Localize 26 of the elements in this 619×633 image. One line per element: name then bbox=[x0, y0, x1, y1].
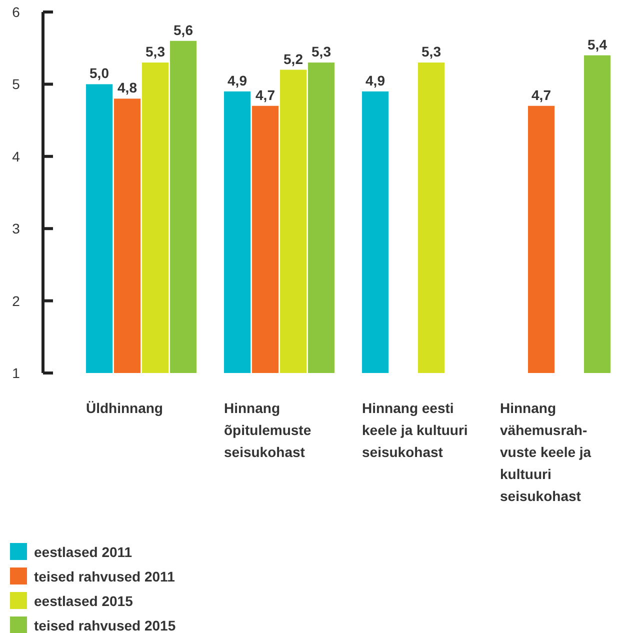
data-label: 4,8 bbox=[118, 80, 138, 96]
data-label: 4,7 bbox=[256, 86, 276, 103]
x-tick-label: Hinnang õpitulemuste seisukohast bbox=[224, 400, 312, 460]
data-label: 4,9 bbox=[228, 72, 248, 88]
data-label: 5,3 bbox=[146, 44, 166, 60]
y-tick-label: 4 bbox=[12, 148, 20, 164]
y-tick-label: 2 bbox=[12, 292, 20, 309]
y-tick-label: 5 bbox=[12, 76, 20, 92]
data-label: 5,3 bbox=[422, 44, 442, 60]
data-label: 5,3 bbox=[312, 44, 332, 60]
data-label: 4,7 bbox=[532, 86, 552, 103]
data-label: 5,2 bbox=[284, 50, 304, 67]
y-tick-label: 6 bbox=[12, 4, 20, 20]
x-tick-label: Üldhinnang bbox=[86, 400, 163, 416]
legend-label: eestlased 2015 bbox=[34, 593, 134, 609]
data-label: 5,0 bbox=[90, 65, 110, 82]
y-tick-label: 3 bbox=[12, 220, 20, 237]
legend-label: eestlased 2011 bbox=[34, 544, 132, 560]
data-label: 4,9 bbox=[366, 72, 386, 88]
data-label: 5,6 bbox=[174, 22, 194, 38]
y-tick-label: 1 bbox=[12, 365, 20, 381]
legend-label: teised rahvused 2011 bbox=[34, 568, 176, 584]
data-label: 5,4 bbox=[588, 36, 608, 52]
x-tick-label: Hinnang vähemusrah- vuste keele ja kultuuri seisukohast bbox=[500, 400, 592, 504]
legend-label: teised rahvused 2015 bbox=[34, 618, 176, 633]
x-tick-label: Hinnang eesti keele ja kultuuri seisukohast bbox=[362, 400, 468, 460]
